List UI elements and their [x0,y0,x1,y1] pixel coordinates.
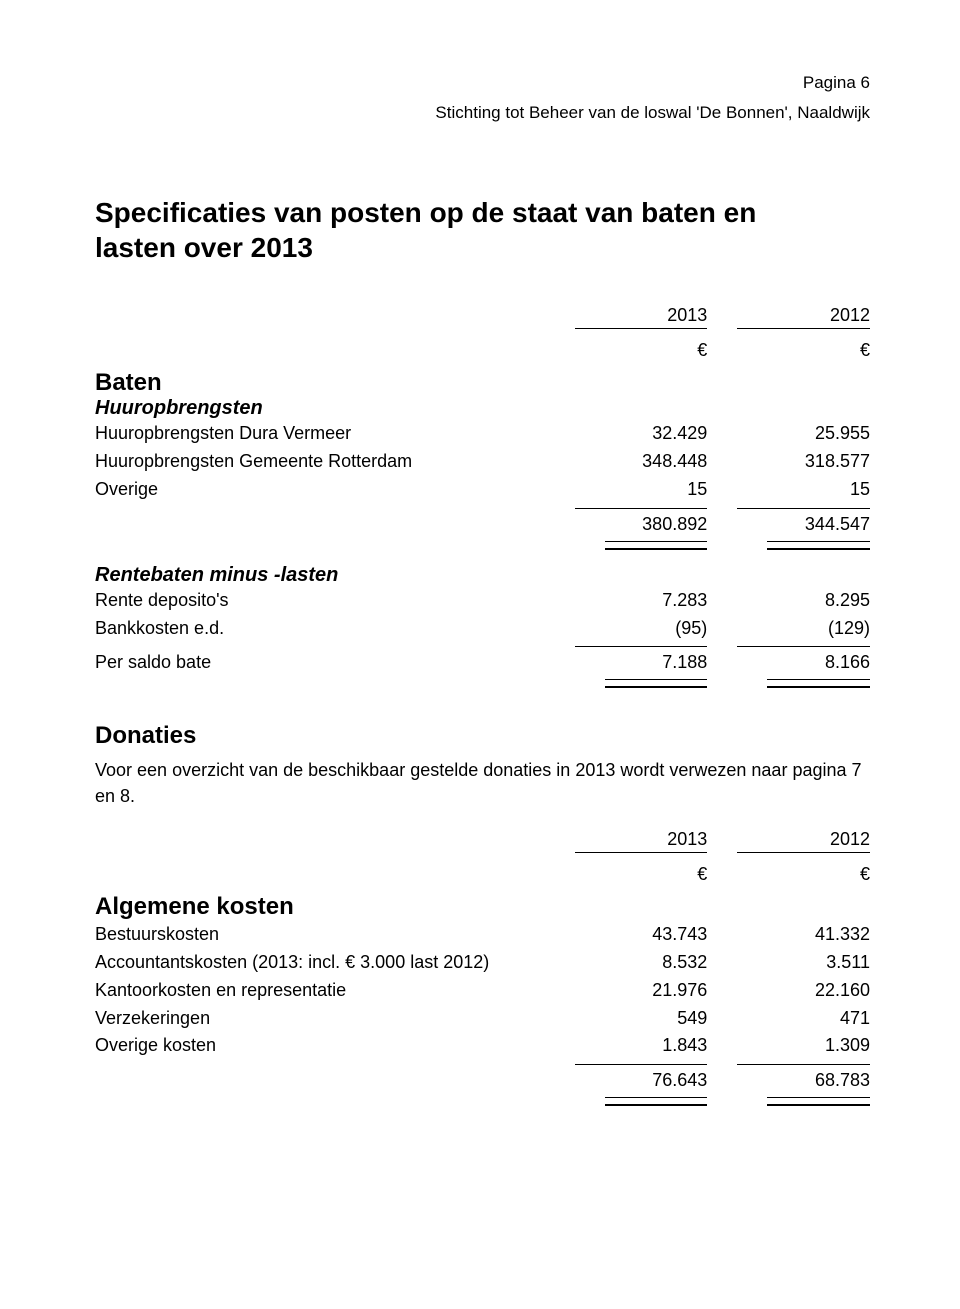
row-value-2012: 22.160 [707,977,870,1005]
row-label: Overige [95,476,545,504]
row-label: Accountantskosten (2013: incl. € 3.000 l… [95,949,545,977]
table-row: Accountantskosten (2013: incl. € 3.000 l… [95,949,870,977]
document-title: Specificaties van posten op de staat van… [95,195,795,265]
row-value-2012: 1.309 [707,1032,870,1060]
row-value-2012: 25.955 [707,420,870,448]
row-label: Huuropbrengsten Dura Vermeer [95,420,545,448]
row-value-2012: 8.295 [707,587,870,615]
organization-name: Stichting tot Beheer van de loswal 'De B… [435,103,870,122]
algemene-kosten-heading: Algemene kosten [95,893,545,921]
currency-symbol: € [545,330,708,369]
currency-symbol: € [707,854,870,893]
row-value-2013: 15 [545,476,708,504]
year-col-2013: 2013 [545,829,708,852]
donaties-heading: Donaties [95,716,870,752]
row-label: Kantoorkosten en representatie [95,977,545,1005]
row-value-2012: 15 [707,476,870,504]
per-saldo-label: Per saldo bate [95,650,545,675]
baten-table: 2013 2012 € € Baten Huuropbrengsten Huur… [95,305,870,692]
row-value-2012: 318.577 [707,448,870,476]
row-label: Bankkosten e.d. [95,615,545,643]
row-label: Huuropbrengsten Gemeente Rotterdam [95,448,545,476]
row-value-2012: 471 [707,1005,870,1033]
row-value-2012: 3.511 [707,949,870,977]
page-number: Pagina 6 [95,70,870,96]
currency-symbol: € [707,330,870,369]
row-label: Verzekeringen [95,1005,545,1033]
page-header: Pagina 6 Stichting tot Beheer van de los… [95,70,870,125]
row-value-2013: 21.976 [545,977,708,1005]
year-col-2012: 2012 [707,305,870,328]
row-value-2013: 1.843 [545,1032,708,1060]
subtotal-2012: 344.547 [707,512,870,537]
row-value-2012: (129) [707,615,870,643]
row-label: Bestuurskosten [95,921,545,949]
per-saldo-2013: 7.188 [545,650,708,675]
subtotal-2012: 68.783 [707,1068,870,1093]
table-row: Bestuurskosten 43.743 41.332 [95,921,870,949]
row-value-2013: 348.448 [545,448,708,476]
table-row: Huuropbrengsten Gemeente Rotterdam 348.4… [95,448,870,476]
row-value-2013: 8.532 [545,949,708,977]
table-row: Kantoorkosten en representatie 21.976 22… [95,977,870,1005]
row-value-2012: 41.332 [707,921,870,949]
donaties-text: Voor een overzicht van de beschikbaar ge… [95,758,870,808]
algemene-kosten-table: 2013 2012 € € Algemene kosten Bestuursko… [95,829,870,1110]
table-row: Bankkosten e.d. (95) (129) [95,615,870,643]
subtotal-2013: 76.643 [545,1068,708,1093]
row-label: Rente deposito's [95,587,545,615]
row-value-2013: (95) [545,615,708,643]
year-col-2013: 2013 [545,305,708,328]
huuropbrengsten-subtotal: 380.892 344.547 [95,512,870,537]
row-label: Overige kosten [95,1032,545,1060]
subtotal-2013: 380.892 [545,512,708,537]
algemene-kosten-subtotal: 76.643 68.783 [95,1068,870,1093]
baten-heading: Baten [95,369,545,397]
row-value-2013: 32.429 [545,420,708,448]
year-col-2012: 2012 [707,829,870,852]
table-row: Huuropbrengsten Dura Vermeer 32.429 25.9… [95,420,870,448]
row-value-2013: 43.743 [545,921,708,949]
per-saldo-2012: 8.166 [707,650,870,675]
currency-symbol: € [545,854,708,893]
table-row: Overige kosten 1.843 1.309 [95,1032,870,1060]
rentebaten-heading: Rentebaten minus -lasten [95,564,545,587]
huuropbrengsten-heading: Huuropbrengsten [95,397,545,420]
row-value-2013: 7.283 [545,587,708,615]
page: Pagina 6 Stichting tot Beheer van de los… [0,0,960,1309]
table-row: Verzekeringen 549 471 [95,1005,870,1033]
per-saldo-row: Per saldo bate 7.188 8.166 [95,650,870,675]
table-row: Overige 15 15 [95,476,870,504]
table-row: Rente deposito's 7.283 8.295 [95,587,870,615]
row-value-2013: 549 [545,1005,708,1033]
